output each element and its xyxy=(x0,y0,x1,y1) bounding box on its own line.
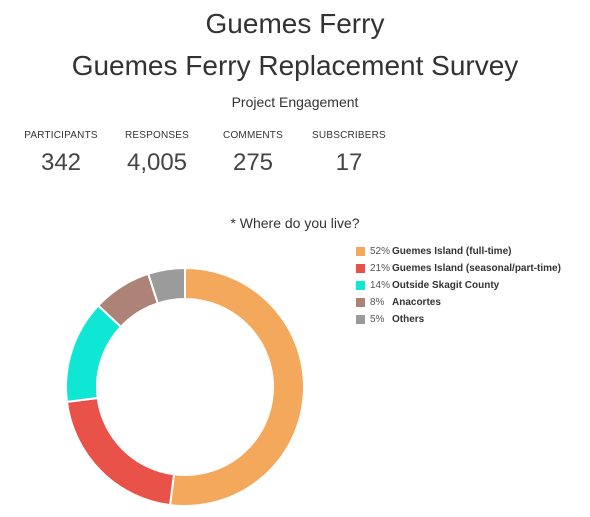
legend-label: Outside Skagit County xyxy=(392,280,500,291)
legend-item[interactable]: 14% Outside Skagit County xyxy=(356,277,561,294)
legend-percent: 5% xyxy=(370,314,385,325)
legend-percent: 52% xyxy=(370,246,391,257)
section-heading: Project Engagement xyxy=(231,94,359,110)
donut-slice[interactable] xyxy=(168,266,305,507)
chart-title: * Where do you live? xyxy=(230,215,360,231)
stat-subscribers: SUBSCRIBERS 17 xyxy=(294,130,404,177)
legend-swatch xyxy=(356,264,365,273)
legend-swatch xyxy=(356,298,365,307)
legend-percent: 8% xyxy=(370,297,385,308)
legend-label: Guemes Island (seasonal/part-time) xyxy=(392,263,561,274)
stat-comments: COMMENTS 275 xyxy=(198,130,308,177)
donut-slice[interactable] xyxy=(65,396,176,507)
legend-label: Others xyxy=(392,314,425,325)
legend-label: Guemes Island (full-time) xyxy=(392,246,512,257)
stat-label: SUBSCRIBERS xyxy=(312,130,386,141)
legend-percent: 14% xyxy=(370,280,391,291)
stat-label: PARTICIPANTS xyxy=(24,130,98,141)
stat-responses: RESPONSES 4,005 xyxy=(102,130,212,177)
stat-value: 4,005 xyxy=(126,149,188,176)
stat-participants: PARTICIPANTS 342 xyxy=(6,130,116,177)
legend-swatch xyxy=(356,281,365,290)
legend-item[interactable]: 21% Guemes Island (seasonal/part-time) xyxy=(356,260,561,277)
stat-value: 17 xyxy=(335,149,363,176)
stat-label: COMMENTS xyxy=(223,130,283,141)
stat-label: RESPONSES xyxy=(124,130,190,141)
legend-item[interactable]: 8% Anacortes xyxy=(356,294,561,311)
legend-swatch xyxy=(356,247,365,256)
chart-legend: 52% Guemes Island (full-time) 21% Guemes… xyxy=(356,243,561,328)
legend-item[interactable]: 5% Others xyxy=(356,311,561,328)
donut-slice[interactable] xyxy=(146,266,186,305)
legend-label: Anacortes xyxy=(392,297,441,308)
legend-item[interactable]: 52% Guemes Island (full-time) xyxy=(356,243,561,260)
stat-value: 275 xyxy=(232,149,274,176)
legend-swatch xyxy=(356,315,365,324)
page-title: Guemes Ferry xyxy=(205,8,385,39)
donut-chart xyxy=(65,266,305,507)
survey-title: Guemes Ferry Replacement Survey xyxy=(71,50,519,81)
stat-value: 342 xyxy=(40,149,82,176)
legend-percent: 21% xyxy=(370,263,391,274)
